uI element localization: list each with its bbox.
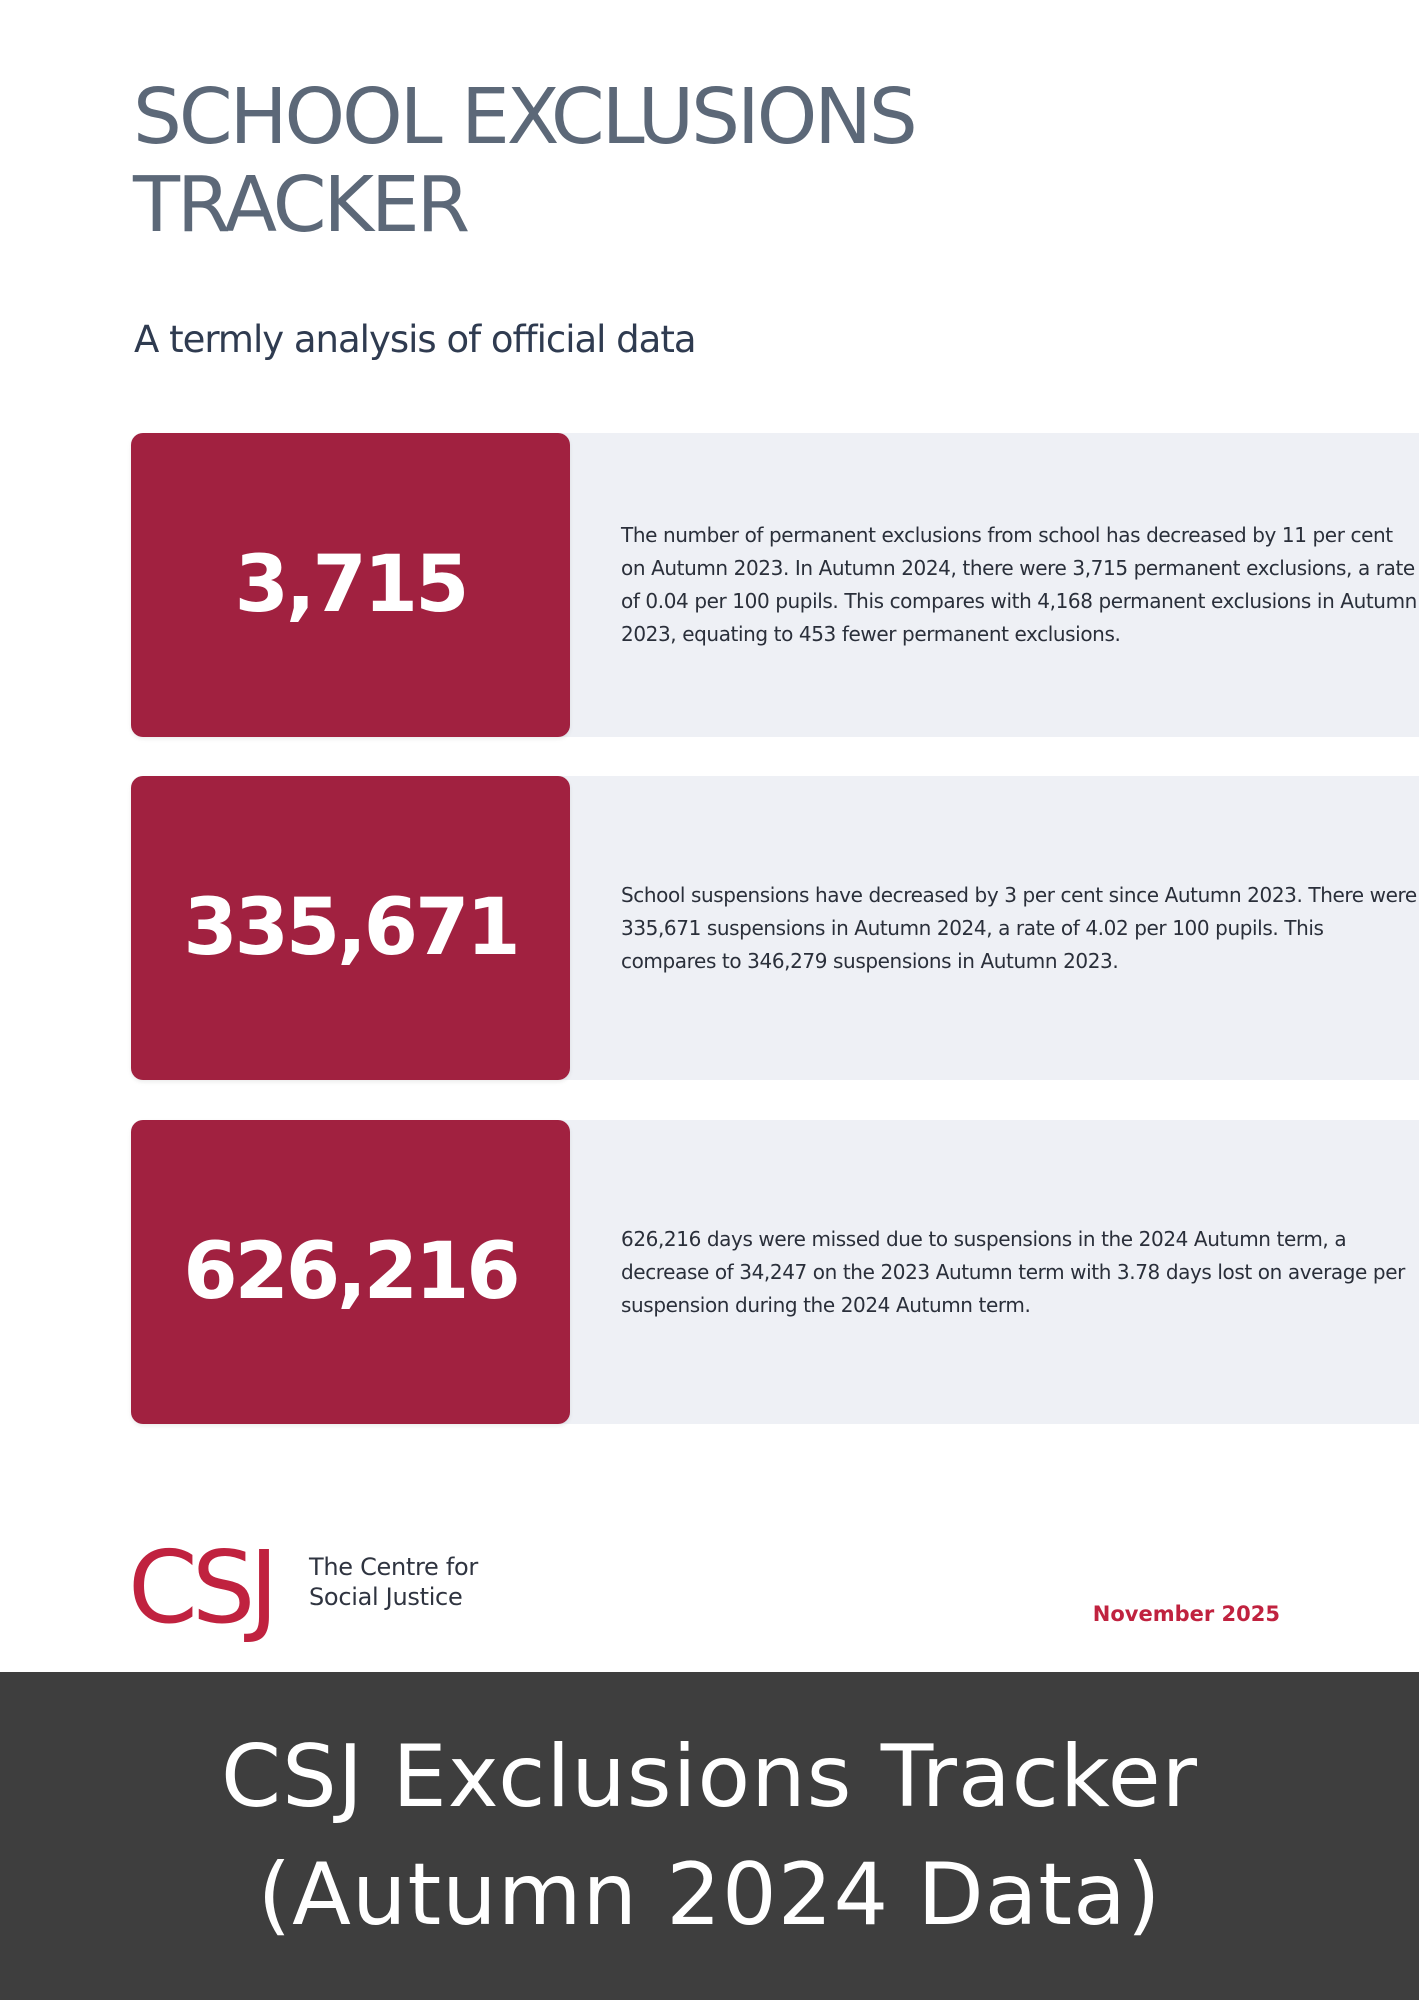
stat-description: 626,216 days were missed due to suspensi… [621,1120,1419,1424]
stat-value: 3,715 [234,540,470,630]
caption-line-1: CSJ Exclusions Tracker [221,1727,1198,1827]
csj-logo-lettering: CSJ [128,1530,273,1646]
caption-line-2: (Autumn 2024 Data) [257,1845,1162,1945]
stat-value-box: 335,671 [131,776,570,1080]
stat-description-text: 626,216 days were missed due to suspensi… [621,1226,1405,1317]
report-subtitle: A termly analysis of official data [134,318,697,361]
stat-description: The number of permanent exclusions from … [621,433,1419,737]
caption-title: CSJ Exclusions Tracker (Autumn 2024 Data… [221,1718,1198,1954]
stat-value: 626,216 [183,1227,520,1317]
publication-date: November 2025 [1092,1602,1280,1626]
stat-card-permanent-exclusions: 3,715 The number of permanent exclusions… [131,433,1419,737]
report-cover: SCHOOL EXCLUSIONS TRACKER A termly analy… [128,73,1419,1655]
stat-value-box: 626,216 [131,1120,570,1424]
csj-logo: CSJ The Centre for Social Justice [128,1530,488,1655]
stat-value: 335,671 [183,883,520,973]
report-title-line-2: TRACKER [133,161,470,250]
org-name: The Centre for Social Justice [309,1552,478,1612]
report-title: SCHOOL EXCLUSIONS TRACKER [133,73,918,250]
report-title-line-1: SCHOOL EXCLUSIONS [133,73,918,162]
org-name-line-1: The Centre for [309,1553,478,1581]
stat-description-text: The number of permanent exclusions from … [621,523,1417,646]
caption-band: CSJ Exclusions Tracker (Autumn 2024 Data… [0,1672,1419,2000]
org-name-line-2: Social Justice [309,1583,463,1611]
stat-card-suspensions: 335,671 School suspensions have decrease… [131,776,1419,1080]
stat-description: School suspensions have decreased by 3 p… [621,776,1419,1080]
stat-description-text: School suspensions have decreased by 3 p… [621,882,1417,973]
csj-logo-mark: CSJ [128,1530,279,1646]
stat-value-box: 3,715 [131,433,570,737]
stat-card-days-missed: 626,216 626,216 days were missed due to … [131,1120,1419,1424]
